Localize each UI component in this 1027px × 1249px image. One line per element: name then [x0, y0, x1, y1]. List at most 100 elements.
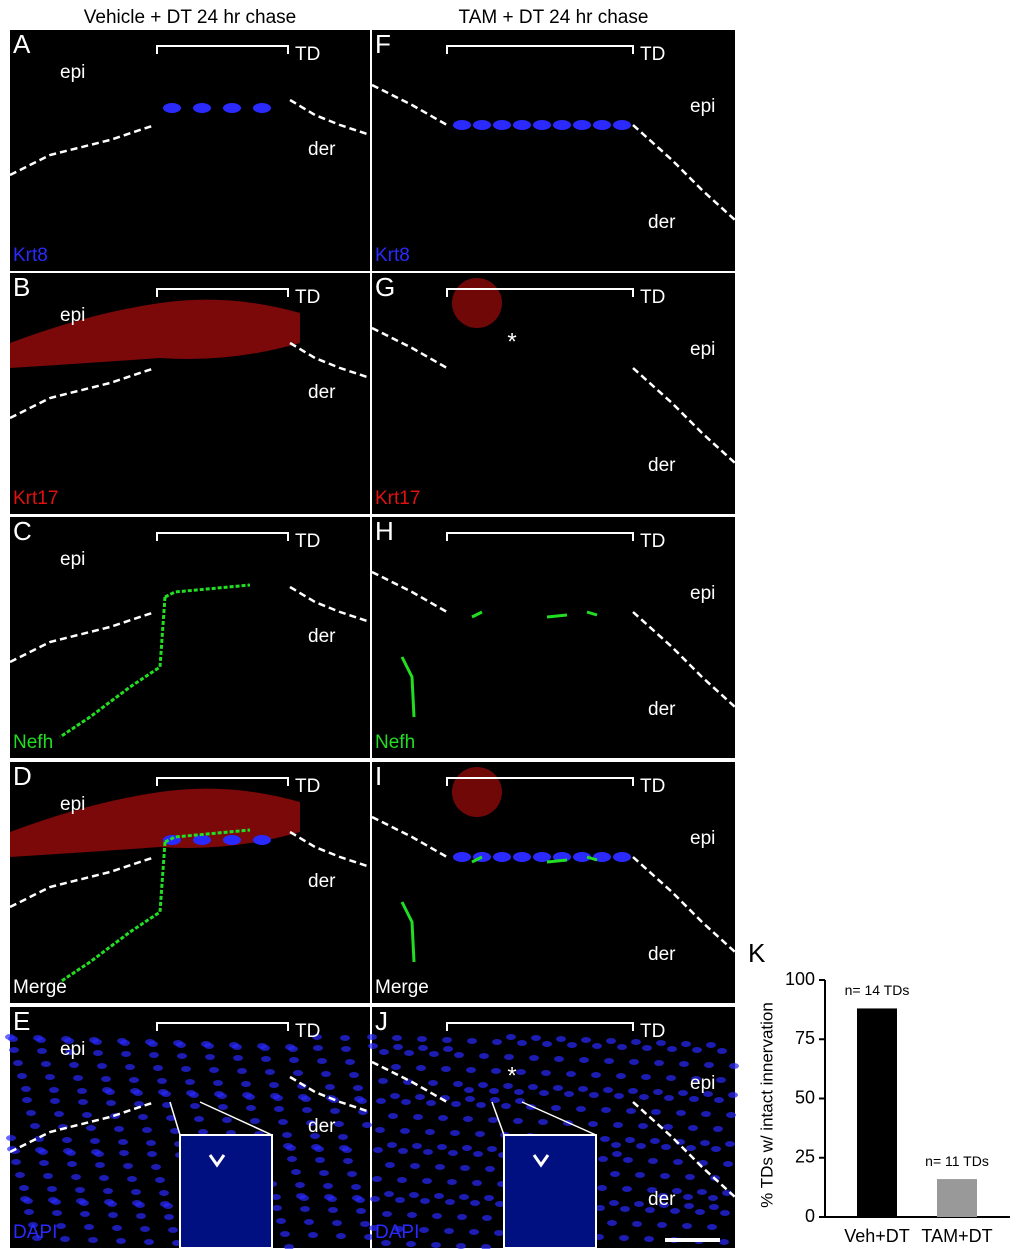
nucleus: [37, 1048, 47, 1054]
nucleus: [353, 1085, 363, 1091]
nucleus: [125, 1064, 135, 1070]
epi-label: epi: [690, 583, 715, 604]
nucleus: [492, 1039, 502, 1045]
cell: [593, 120, 611, 130]
nucleus: [426, 1100, 436, 1106]
nucleus: [71, 1174, 81, 1180]
panel-letter: C: [13, 516, 32, 546]
td-bracket: [156, 532, 289, 541]
nucleus: [328, 1207, 338, 1213]
nucleus: [700, 1140, 710, 1146]
nucleus: [447, 1179, 457, 1185]
panel-background: [372, 273, 735, 514]
nucleus: [567, 1042, 577, 1048]
nucleus: [728, 1092, 738, 1098]
nucleus: [600, 1136, 610, 1142]
nucleus: [325, 1084, 335, 1090]
td-bracket: [446, 532, 634, 541]
nucleus: [416, 1065, 426, 1071]
nucleus: [280, 1231, 290, 1237]
nucleus: [217, 1093, 227, 1099]
stain-label: Krt17: [375, 488, 420, 509]
nucleus: [157, 1078, 167, 1084]
nucleus: [625, 1137, 635, 1143]
epidermal-border: [9, 585, 371, 664]
panel-letter: E: [13, 1006, 30, 1036]
nucleus: [19, 1185, 29, 1191]
nucleus: [691, 1076, 701, 1082]
nucleus: [95, 1162, 105, 1168]
nucleus: [368, 1043, 378, 1049]
nucleus: [349, 1072, 359, 1078]
nucleus: [423, 1149, 433, 1155]
nucleus: [657, 1222, 667, 1228]
nucleus: [151, 1164, 161, 1170]
nucleus: [64, 1038, 74, 1044]
nucleus: [437, 1144, 447, 1150]
nucleus: [564, 1091, 574, 1097]
nucleus: [282, 1132, 292, 1138]
nucleus: [409, 1192, 419, 1198]
der-label: der: [308, 382, 336, 403]
nucleus: [413, 1114, 423, 1120]
nucleus: [651, 1109, 661, 1115]
nucleus: [388, 1113, 398, 1119]
cell: [573, 852, 591, 862]
td-label: TD: [295, 1021, 320, 1042]
nucleus: [473, 1151, 483, 1157]
stain-label: Krt17: [13, 488, 58, 509]
nucleus: [56, 1223, 66, 1229]
nucleus: [299, 1195, 309, 1201]
asterisk: *: [507, 1062, 516, 1089]
y-tick-label: 25: [795, 1147, 815, 1167]
nucleus: [418, 1045, 428, 1051]
nucleus: [664, 1095, 674, 1101]
nucleus: [131, 1189, 141, 1195]
panel-letter: J: [375, 1006, 388, 1036]
nucleus: [598, 1156, 608, 1162]
nucleus: [198, 1129, 208, 1135]
nucleus: [393, 1044, 403, 1050]
nucleus: [92, 1039, 102, 1045]
nucleus: [133, 1090, 143, 1096]
nerve-fiber: [400, 855, 598, 963]
nerve-fiber: [400, 610, 598, 718]
nucleus: [454, 1052, 464, 1058]
bar: [937, 1179, 977, 1217]
nucleus: [382, 1211, 392, 1217]
nucleus: [321, 1071, 331, 1077]
nucleus: [288, 1046, 298, 1052]
nucleus: [332, 1220, 342, 1226]
nucleus: [163, 1203, 173, 1209]
nucleus: [676, 1110, 686, 1116]
nucleus: [237, 1068, 247, 1074]
nucleus: [362, 1122, 372, 1128]
keratin-signal: [452, 767, 502, 817]
cell: [613, 120, 631, 130]
nucleus: [556, 1036, 566, 1042]
nucleus: [310, 1133, 320, 1139]
nucleus: [177, 1053, 187, 1059]
nucleus: [140, 1226, 150, 1232]
nucleus: [271, 1194, 281, 1200]
nucleus: [476, 1102, 486, 1108]
der-label: der: [308, 139, 336, 160]
nucleus: [295, 1182, 305, 1188]
nucleus: [444, 1228, 454, 1234]
inset: [179, 1134, 273, 1249]
cell: [513, 120, 531, 130]
cell: [453, 120, 471, 130]
nucleus: [347, 1171, 357, 1177]
nucleus: [617, 1044, 627, 1050]
nucleus: [90, 1138, 100, 1144]
nucleus: [378, 1078, 388, 1084]
arrowhead: [532, 1154, 550, 1168]
nucleus: [595, 1205, 605, 1211]
nucleus: [300, 1206, 310, 1212]
nucleus: [159, 1190, 169, 1196]
nucleus: [622, 1186, 632, 1192]
nucleus: [551, 1105, 561, 1111]
nucleus: [120, 1040, 130, 1046]
nucleus: [588, 1121, 598, 1127]
stain-label: DAPI: [375, 1222, 419, 1243]
